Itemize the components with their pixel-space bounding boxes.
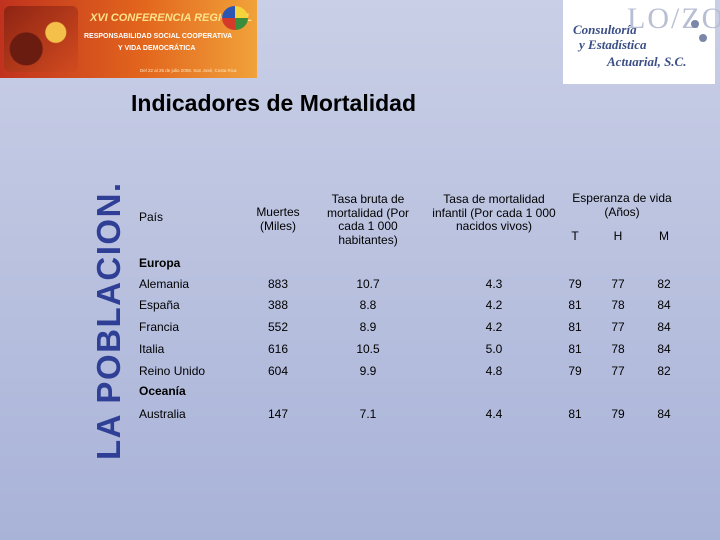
header-t: T [571,229,579,243]
logo-line-2: y Estadística [579,37,647,52]
cell-h: 78 [611,298,625,312]
cell-h: 77 [611,277,625,291]
header-esperanza: Esperanza de vida (Años) [572,191,672,219]
cell-muertes: 147 [267,407,289,421]
banner-date: Del 22 al 25 de julio 2008. San José, Co… [140,68,237,73]
cell-m: 84 [657,320,671,334]
section-title: LA POBLACION. [90,181,127,460]
cell-h: 78 [611,342,625,356]
cell-m: 82 [657,364,671,378]
cell-infantil: 5.0 [485,342,503,356]
logo-line-1: Consultoría [573,22,637,37]
table-row-pais: Australia [139,407,186,421]
page-title: Indicadores de Mortalidad [131,90,416,116]
conference-banner: XVI CONFERENCIA REGIONAL RESPONSABILIDAD… [0,0,257,78]
cell-bruta: 7.1 [359,407,377,421]
cell-t: 79 [568,277,582,291]
header-tasa-bruta: Tasa bruta de mortalidad (Por cada 1 000… [326,192,410,247]
header-pais: País [139,210,164,224]
cell-infantil: 4.3 [485,277,503,291]
cell-muertes: 604 [267,364,289,378]
region-label: Oceanía [139,384,186,398]
cell-infantil: 4.8 [485,364,503,378]
cell-muertes: 388 [267,298,289,312]
cell-h: 77 [611,320,625,334]
cell-infantil: 4.2 [485,298,503,312]
cell-t: 81 [568,407,582,421]
cell-bruta: 10.5 [356,342,380,356]
cell-bruta: 10.7 [356,277,380,291]
region-label: Europa [139,256,181,270]
company-logo: LO/ZO Consultoría y Estadística Actuaria… [563,0,720,84]
cell-muertes: 883 [267,277,289,291]
cell-bruta: 9.9 [359,364,377,378]
cell-bruta: 8.9 [359,320,377,334]
cell-t: 81 [568,298,582,312]
banner-subtitle-1: RESPONSABILIDAD SOCIAL COOPERATIVA [84,33,233,40]
header-m: M [659,229,669,243]
cell-muertes: 552 [267,320,289,334]
table-row-pais: España [139,298,180,312]
logo-line-3: Actuarial, S.C. [607,54,687,69]
cell-h: 77 [611,364,625,378]
cell-m: 82 [657,277,671,291]
table-row-pais: Reino Unido [139,364,206,378]
cell-bruta: 8.8 [359,298,377,312]
table-row-pais: Alemania [139,277,190,291]
cell-t: 81 [568,342,582,356]
table-row-pais: Francia [139,320,180,334]
cell-t: 81 [568,320,582,334]
cell-t: 79 [568,364,582,378]
cell-m: 84 [657,342,671,356]
cell-infantil: 4.4 [485,407,503,421]
header-h: H [613,229,623,243]
table-row-pais: Italia [139,342,165,356]
cell-muertes: 616 [267,342,289,356]
cell-m: 84 [657,298,671,312]
header-tasa-infantil: Tasa de mortalidad infantil (Por cada 1 … [432,192,556,233]
logo-mark-icon: LO/ZO [627,2,720,35]
oxcart-image [4,6,78,72]
banner-title: XVI CONFERENCIA REGIONAL [90,12,253,24]
cell-m: 84 [657,407,671,421]
banner-subtitle-2: Y VIDA DEMOCRÁTICA [118,45,196,52]
header-muertes: Muertes (Miles) [256,205,300,233]
cell-infantil: 4.2 [485,320,503,334]
cooperative-emblem-icon [222,6,248,30]
cell-h: 79 [611,407,625,421]
